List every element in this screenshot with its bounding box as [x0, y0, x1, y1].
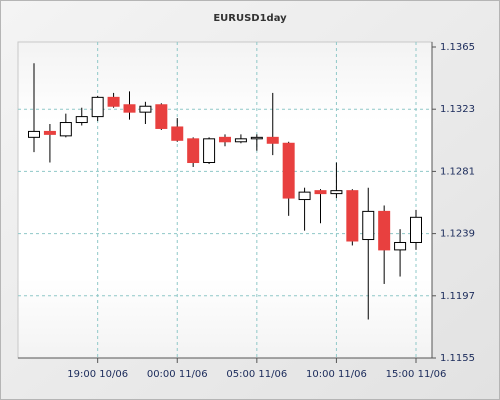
candle-body: [266, 136, 279, 144]
y-tick-label: 1.1239: [440, 229, 475, 240]
candle-body: [139, 105, 152, 113]
plot-area: [17, 41, 433, 359]
y-tick-label: 1.1197: [440, 291, 475, 302]
y-tick-label: 1.1155: [440, 353, 475, 364]
candle-body: [203, 138, 216, 164]
candle-body: [43, 130, 56, 135]
x-tick-label: 15:00 11/06: [386, 369, 447, 380]
candle-body: [107, 96, 120, 107]
x-tick-label: 10:00 11/06: [306, 369, 367, 380]
candle-body: [362, 210, 375, 241]
candle-body: [187, 138, 200, 164]
candle-body: [75, 116, 88, 124]
candle-body: [298, 191, 311, 201]
candle-body: [410, 216, 422, 243]
candle-body: [282, 142, 295, 199]
chart-title: EURUSD1day: [213, 13, 287, 24]
y-tick-label: 1.1323: [440, 104, 475, 115]
candle-body: [28, 130, 40, 138]
candle-body: [394, 241, 407, 251]
y-tick-label: 1.1281: [440, 166, 475, 177]
candle-body: [219, 136, 231, 143]
candle-body: [378, 210, 391, 251]
x-tick-label: 00:00 11/06: [147, 369, 208, 380]
candle-body: [250, 136, 263, 140]
candle-body: [234, 138, 247, 143]
y-tick-label: 1.1365: [440, 42, 475, 53]
candle-body: [123, 104, 136, 113]
candle-body: [330, 190, 343, 195]
candle-body: [346, 190, 359, 242]
candle-body: [91, 96, 104, 118]
x-tick-label: 05:00 11/06: [226, 369, 287, 380]
candle-body: [155, 104, 168, 129]
candle-body: [314, 190, 327, 195]
candle-body: [171, 126, 184, 141]
candle-body: [59, 122, 72, 137]
x-tick-label: 19:00 10/06: [67, 369, 128, 380]
